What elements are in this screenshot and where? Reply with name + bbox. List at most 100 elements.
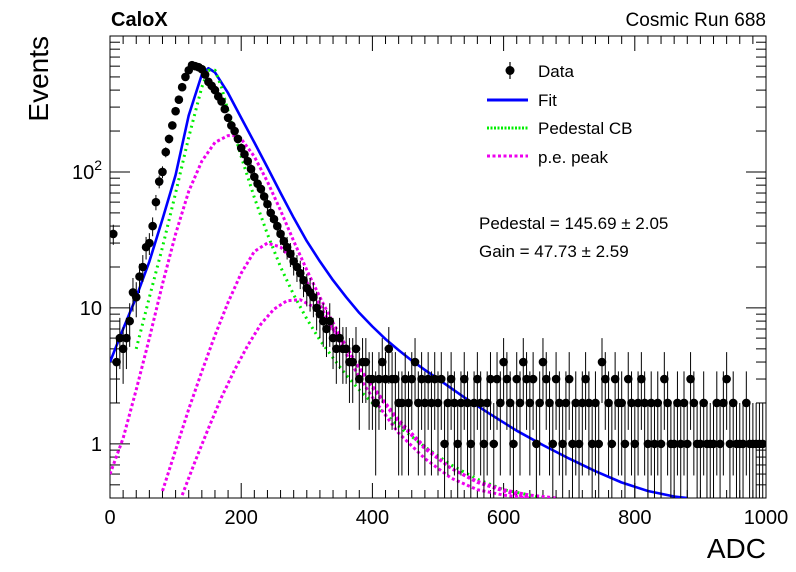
data-point xyxy=(578,398,587,408)
data-point xyxy=(528,374,538,384)
data-point xyxy=(430,374,440,384)
data-point xyxy=(594,439,604,449)
x-tick-label: 0 xyxy=(104,507,115,529)
data-point xyxy=(712,398,722,408)
data-point xyxy=(682,439,692,449)
legend-item-data: Data xyxy=(505,62,574,81)
data-point xyxy=(486,374,495,384)
data-point xyxy=(719,398,728,408)
data-point xyxy=(597,357,607,367)
data-point xyxy=(161,147,171,157)
data-point xyxy=(623,374,633,384)
data-point xyxy=(738,439,748,449)
legend: Data Fit Pedestal CB p.e. peak xyxy=(487,62,633,167)
legend-item-pedestal: Pedestal CB xyxy=(487,119,633,138)
data-point xyxy=(446,374,456,384)
data-point xyxy=(131,292,141,302)
data-point xyxy=(617,398,626,408)
data-point xyxy=(246,164,256,174)
data-point xyxy=(728,398,738,408)
data-point xyxy=(112,357,121,367)
legend-item-pe: p.e. peak xyxy=(487,148,608,167)
data-point xyxy=(407,374,417,384)
data-point xyxy=(410,357,420,367)
data-point xyxy=(509,439,518,449)
data-point xyxy=(443,398,453,408)
data-point xyxy=(309,292,318,302)
data-point xyxy=(286,249,295,259)
legend-label-fit: Fit xyxy=(538,91,557,110)
data-point xyxy=(371,398,380,408)
data-point xyxy=(341,344,351,354)
data-point xyxy=(335,333,344,343)
data-point xyxy=(722,374,731,384)
data-point xyxy=(492,374,502,384)
data-point xyxy=(725,439,735,449)
data-point xyxy=(466,439,476,449)
data-point xyxy=(709,439,718,449)
data-point xyxy=(558,439,567,449)
data-points xyxy=(110,60,766,498)
data-point xyxy=(669,439,679,449)
data-point xyxy=(600,374,610,384)
data-point xyxy=(496,398,505,408)
data-point xyxy=(512,374,522,384)
data-point xyxy=(368,374,377,384)
data-point xyxy=(568,439,577,449)
data-point xyxy=(515,398,525,408)
data-point xyxy=(351,344,361,354)
data-point xyxy=(299,275,308,285)
axis-ticks xyxy=(109,35,767,499)
x-tick-label: 800 xyxy=(618,507,651,529)
data-point xyxy=(545,398,554,408)
data-point xyxy=(230,126,239,136)
data-point xyxy=(240,149,249,159)
data-point xyxy=(686,374,695,384)
data-point xyxy=(272,221,282,231)
data-point xyxy=(696,439,705,449)
data-point xyxy=(653,398,663,408)
data-point xyxy=(151,197,161,207)
data-point xyxy=(758,439,766,449)
data-point xyxy=(115,333,125,343)
data-point xyxy=(259,192,269,201)
y-tick-labels: 1 10 102 xyxy=(72,157,102,456)
data-point xyxy=(423,374,433,384)
legend-label-pedestal: Pedestal CB xyxy=(538,119,633,138)
data-point xyxy=(391,374,400,384)
data-point xyxy=(381,374,390,384)
data-point xyxy=(148,221,157,231)
x-tick-label: 600 xyxy=(487,507,520,529)
data-point xyxy=(633,398,643,408)
data-point xyxy=(591,398,600,408)
data-point xyxy=(174,95,184,105)
data-point xyxy=(564,374,574,384)
data-point xyxy=(679,398,689,408)
x-tick-labels: 0 200 400 600 800 1000 xyxy=(104,507,788,529)
x-axis-title: ADC xyxy=(707,533,766,564)
data-point xyxy=(532,439,541,449)
data-point xyxy=(587,439,597,449)
data-point xyxy=(250,172,259,182)
x-tick-label: 1000 xyxy=(744,507,789,529)
data-point xyxy=(479,439,489,449)
data-point xyxy=(125,316,134,326)
legend-label-pe: p.e. peak xyxy=(538,148,608,167)
x-tick-label: 200 xyxy=(225,507,258,529)
data-point xyxy=(168,121,177,130)
data-point xyxy=(177,82,187,92)
data-point xyxy=(384,344,394,354)
data-point xyxy=(646,398,656,408)
data-point xyxy=(541,374,551,384)
data-point xyxy=(377,357,387,367)
data-point xyxy=(610,374,620,384)
gain-result: Gain = 47.73 ± 2.59 xyxy=(479,242,629,261)
experiment-label: CaloX xyxy=(111,9,168,31)
data-point xyxy=(469,398,479,408)
data-point xyxy=(322,324,331,334)
data-point xyxy=(200,70,210,79)
data-point xyxy=(118,344,128,354)
y-axis-title: Events xyxy=(23,36,54,122)
data-point xyxy=(535,398,544,408)
data-point xyxy=(154,177,164,186)
